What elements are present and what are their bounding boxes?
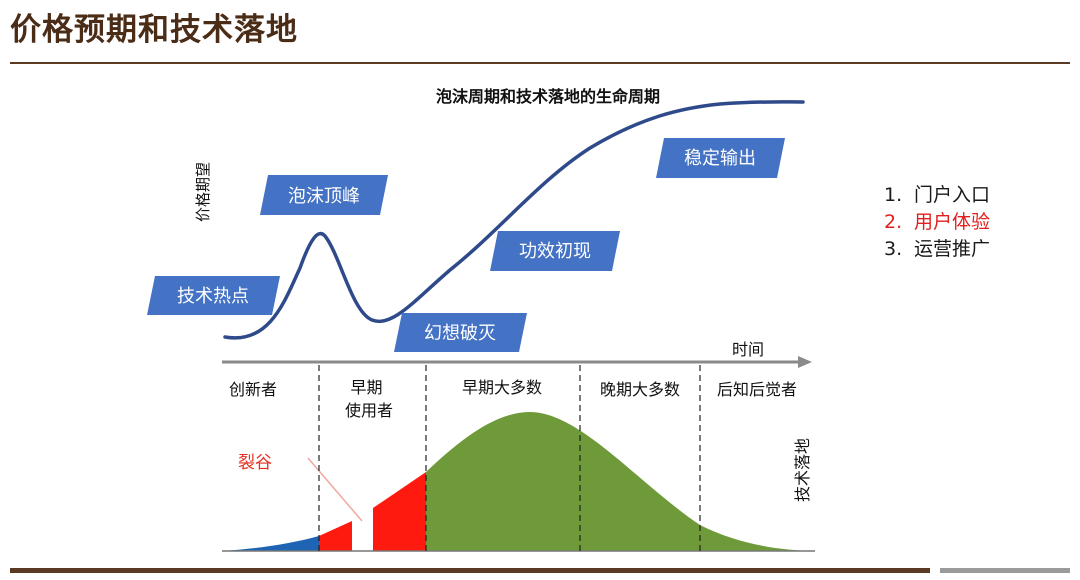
footer-bar-accent <box>940 568 1070 573</box>
key-points-list: 1. 门户入口 2. 用户体验 3. 运营推广 <box>884 182 990 263</box>
early-adopters-area-right <box>373 472 426 551</box>
key-point-number: 1. <box>884 184 903 206</box>
hype-box-label: 泡沫顶峰 <box>288 186 360 207</box>
key-point-label: 用户体验 <box>914 211 991 233</box>
key-point-item: 3. 运营推广 <box>884 236 990 263</box>
diagram-title: 泡沫周期和技术落地的生命周期 <box>436 87 660 106</box>
right-axis-label: 技术落地 <box>793 438 812 502</box>
title-divider <box>10 62 1070 64</box>
majority-area <box>426 412 812 551</box>
chasm-marker <box>307 457 363 522</box>
hype-box-label: 技术热点 <box>177 286 249 307</box>
hype-curve <box>223 100 805 340</box>
hype-box-tech-trigger: 技术热点 <box>147 276 280 315</box>
innovators-area <box>222 536 319 551</box>
key-point-item: 2. 用户体验 <box>884 209 990 236</box>
time-axis-arrow <box>798 356 812 368</box>
segment-label-early-adopters: 早期 使用者 <box>345 378 393 420</box>
key-point-label: 运营推广 <box>914 238 991 260</box>
hype-box-peak: 泡沫顶峰 <box>260 175 388 215</box>
hype-box-label: 稳定输出 <box>684 148 756 169</box>
hype-box-slope: 功效初现 <box>490 231 620 271</box>
chasm-label: 裂谷 <box>238 453 272 473</box>
hype-box-plateau: 稳定输出 <box>656 138 785 178</box>
key-point-number: 2. <box>884 211 903 233</box>
early-adopters-area-left <box>319 521 352 551</box>
segment-label-late-majority: 晚期大多数 <box>600 380 680 399</box>
segment-label-laggards: 后知后觉者 <box>717 380 797 399</box>
slide-title: 价格预期和技术落地 <box>10 12 298 48</box>
y-axis-label: 价格期望 <box>194 162 212 222</box>
footer-bar <box>10 568 930 573</box>
x-axis-label: 时间 <box>732 340 764 359</box>
segment-label-innovators: 创新者 <box>229 380 277 399</box>
hype-box-trough: 幻想破灭 <box>394 313 527 352</box>
hype-box-label: 幻想破灭 <box>424 323 496 344</box>
hype-box-label: 功效初现 <box>519 241 591 262</box>
key-point-label: 门户入口 <box>914 184 991 206</box>
segment-label-early-majority: 早期大多数 <box>462 378 542 397</box>
key-point-item: 1. 门户入口 <box>884 182 990 209</box>
key-point-number: 3. <box>884 238 903 260</box>
